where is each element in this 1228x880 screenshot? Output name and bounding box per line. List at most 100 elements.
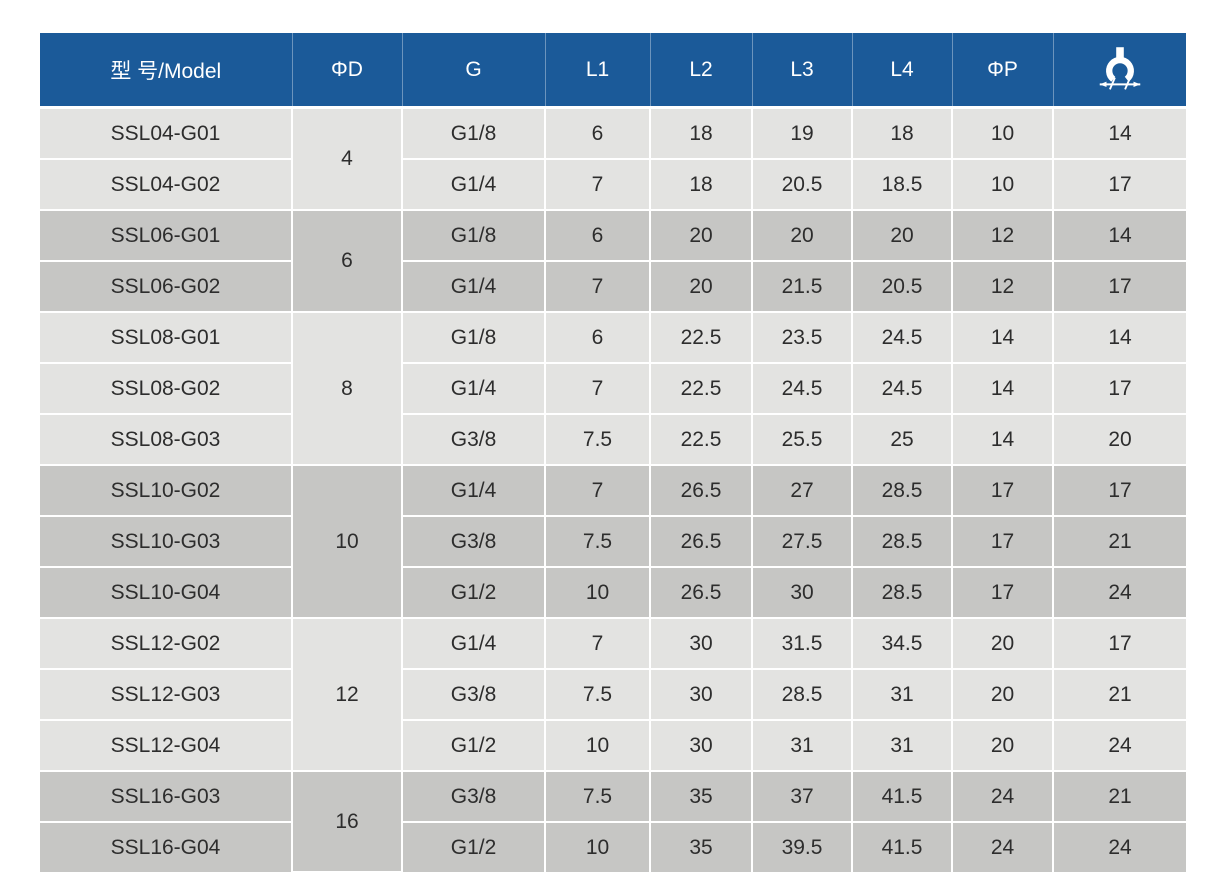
value-cell: 24.5 xyxy=(751,362,853,415)
table-row: SSL06-G02 G1/4 7 20 21.5 20.5 12 17 xyxy=(40,260,1186,313)
value-cell: G1/4 xyxy=(401,464,546,517)
table-row: SSL08-G03 G3/8 7.5 22.5 25.5 25 14 20 xyxy=(40,413,1186,466)
value-cell: 7.5 xyxy=(544,668,651,721)
table-row: SSL12-G04 G1/2 10 30 31 31 20 24 xyxy=(40,719,1186,772)
model-cell: SSL10-G04 xyxy=(40,566,293,619)
value-cell: 18.5 xyxy=(851,158,953,211)
value-cell: G1/2 xyxy=(401,566,546,619)
value-cell: 12 xyxy=(951,209,1054,262)
value-cell: 10 xyxy=(544,719,651,772)
value-cell: G3/8 xyxy=(401,515,546,568)
value-cell: 37 xyxy=(751,770,853,823)
table-row: SSL10-G02 10 G1/4 7 26.5 27 28.5 17 17 xyxy=(40,464,1186,619)
value-cell: 24 xyxy=(1052,719,1186,772)
value-cell: 24 xyxy=(951,821,1054,872)
value-cell: G1/4 xyxy=(401,158,546,211)
value-cell: 6 xyxy=(544,311,651,364)
value-cell: 31 xyxy=(851,668,953,721)
value-cell: 26.5 xyxy=(649,515,753,568)
value-cell: 7.5 xyxy=(544,770,651,823)
model-cell: SSL16-G03 xyxy=(40,770,293,823)
table-row: SSL08-G01 8 G1/8 6 22.5 23.5 24.5 14 14 xyxy=(40,311,1186,466)
table-row: SSL12-G02 12 G1/4 7 30 31.5 34.5 20 17 xyxy=(40,617,1186,772)
model-cell: SSL06-G01 xyxy=(40,209,293,262)
value-cell: G1/2 xyxy=(401,821,546,872)
value-cell: 28.5 xyxy=(851,566,953,619)
model-cell: SSL08-G02 xyxy=(40,362,293,415)
value-cell: 22.5 xyxy=(649,311,753,364)
value-cell: 20 xyxy=(751,209,853,262)
value-cell: 26.5 xyxy=(649,464,753,517)
value-cell: 20 xyxy=(951,617,1054,670)
value-cell: 39.5 xyxy=(751,821,853,872)
value-cell: 41.5 xyxy=(851,770,953,823)
value-cell: 7 xyxy=(544,260,651,313)
col-header-phi-p: ΦP xyxy=(952,33,1054,109)
spec-table-container: 型 号/Model ΦD G L1 L2 L3 L4 ΦP xyxy=(40,33,1186,873)
value-cell: 21 xyxy=(1052,515,1186,568)
table-row: SSL04-G01 4 G1/8 6 18 19 18 10 14 xyxy=(40,106,1186,211)
value-cell: 20 xyxy=(851,209,953,262)
value-cell: 6 xyxy=(544,209,651,262)
value-cell: 20 xyxy=(951,668,1054,721)
value-cell: G1/8 xyxy=(401,311,546,364)
value-cell: 23.5 xyxy=(751,311,853,364)
value-cell: 20 xyxy=(649,260,753,313)
model-cell: SSL12-G02 xyxy=(40,617,293,670)
model-cell: SSL08-G01 xyxy=(40,311,293,364)
value-cell: 14 xyxy=(1052,209,1186,262)
value-cell: G1/8 xyxy=(401,106,546,160)
value-cell: 20.5 xyxy=(751,158,853,211)
table-body: SSL04-G01 4 G1/8 6 18 19 18 10 14 SSL04-G02 G1/4 7 1… xyxy=(40,106,1186,873)
value-cell: 14 xyxy=(951,413,1054,466)
value-cell: 14 xyxy=(951,311,1054,364)
col-header-model: 型 号/Model xyxy=(40,33,293,109)
value-cell: 30 xyxy=(649,617,753,670)
col-header-g: G xyxy=(402,33,546,109)
value-cell: 7 xyxy=(544,362,651,415)
value-cell: 31 xyxy=(851,719,953,772)
value-cell: 31 xyxy=(751,719,853,772)
value-cell: 24 xyxy=(1052,566,1186,619)
value-cell: G1/4 xyxy=(401,362,546,415)
value-cell: 31.5 xyxy=(751,617,853,670)
value-cell: 27 xyxy=(751,464,853,517)
model-cell: SSL16-G04 xyxy=(40,821,293,872)
model-cell: SSL10-G02 xyxy=(40,464,293,517)
value-cell: 30 xyxy=(751,566,853,619)
value-cell: 35 xyxy=(649,821,753,872)
value-cell: 7 xyxy=(544,617,651,670)
value-cell: G3/8 xyxy=(401,413,546,466)
value-cell: 17 xyxy=(951,515,1054,568)
value-cell: 10 xyxy=(951,106,1054,160)
value-cell: G1/2 xyxy=(401,719,546,772)
value-cell: 12 xyxy=(951,260,1054,313)
col-header-l1: L1 xyxy=(545,33,651,109)
value-cell: 17 xyxy=(1052,464,1186,517)
value-cell: 20 xyxy=(951,719,1054,772)
model-cell: SSL04-G01 xyxy=(40,106,293,160)
table-row: SSL16-G04 G1/2 10 35 39.5 41.5 24 24 xyxy=(40,821,1186,872)
value-cell: 18 xyxy=(649,158,753,211)
value-cell: 25.5 xyxy=(751,413,853,466)
value-cell: 35 xyxy=(649,770,753,823)
value-cell: 21 xyxy=(1052,668,1186,721)
value-cell: 30 xyxy=(649,719,753,772)
wrench-size-icon xyxy=(1099,46,1140,90)
value-cell: 17 xyxy=(1052,617,1186,670)
model-cell: SSL12-G04 xyxy=(40,719,293,772)
value-cell: 7.5 xyxy=(544,413,651,466)
col-header-l2: L2 xyxy=(650,33,753,109)
table-row: SSL08-G02 G1/4 7 22.5 24.5 24.5 14 17 xyxy=(40,362,1186,415)
phi-d-cell: 12 xyxy=(291,617,403,772)
value-cell: 21.5 xyxy=(751,260,853,313)
value-cell: 7 xyxy=(544,464,651,517)
phi-d-cell: 8 xyxy=(291,311,403,466)
model-cell: SSL12-G03 xyxy=(40,668,293,721)
value-cell: 17 xyxy=(1052,362,1186,415)
model-cell: SSL04-G02 xyxy=(40,158,293,211)
table-row: SSL04-G02 G1/4 7 18 20.5 18.5 10 17 xyxy=(40,158,1186,211)
phi-d-cell: 6 xyxy=(291,209,403,313)
value-cell: 19 xyxy=(751,106,853,160)
table-row: SSL12-G03 G3/8 7.5 30 28.5 31 20 21 xyxy=(40,668,1186,721)
